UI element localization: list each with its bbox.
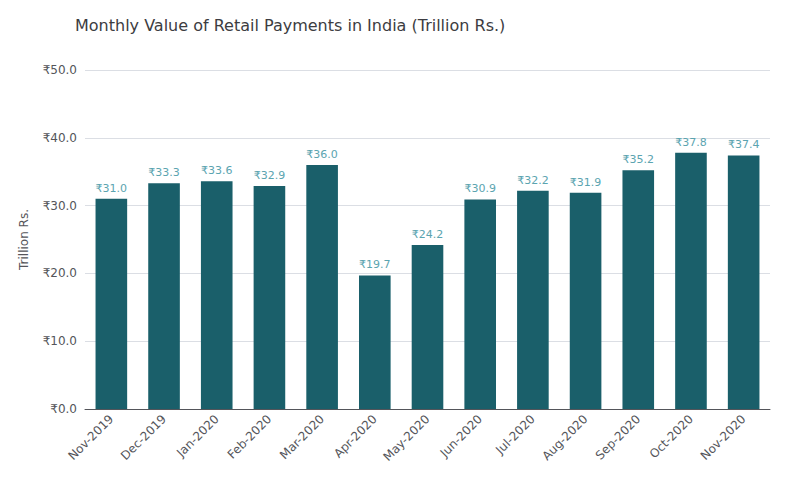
svg-text:₹31.0: ₹31.0	[96, 182, 128, 195]
svg-text:Apr-2020: Apr-2020	[331, 412, 380, 461]
svg-text:Feb-2020: Feb-2020	[225, 412, 275, 462]
svg-text:₹36.0: ₹36.0	[306, 148, 338, 161]
svg-text:Trillion Rs.: Trillion Rs.	[17, 209, 31, 271]
svg-text:Oct-2020: Oct-2020	[647, 412, 696, 461]
svg-text:₹20.0: ₹20.0	[43, 266, 77, 280]
svg-text:Dec-2019: Dec-2019	[118, 412, 169, 463]
svg-text:Aug-2020: Aug-2020	[539, 412, 590, 463]
svg-text:₹37.8: ₹37.8	[675, 136, 707, 149]
svg-text:₹19.7: ₹19.7	[359, 258, 391, 271]
svg-text:₹33.6: ₹33.6	[201, 164, 233, 177]
svg-text:Jan-2020: Jan-2020	[173, 412, 221, 460]
svg-text:₹37.4: ₹37.4	[728, 138, 760, 151]
svg-text:Mar-2020: Mar-2020	[277, 412, 327, 462]
svg-text:₹10.0: ₹10.0	[43, 334, 77, 348]
svg-text:May-2020: May-2020	[381, 412, 433, 464]
svg-text:₹30.9: ₹30.9	[464, 182, 496, 195]
svg-text:₹24.2: ₹24.2	[412, 228, 444, 241]
svg-text:₹50.0: ₹50.0	[43, 63, 77, 77]
svg-text:₹32.9: ₹32.9	[254, 169, 286, 182]
svg-text:₹0.0: ₹0.0	[50, 402, 77, 416]
svg-text:₹40.0: ₹40.0	[43, 131, 77, 145]
svg-text:₹32.2: ₹32.2	[517, 174, 549, 187]
svg-text:Monthly Value of Retail Paymen: Monthly Value of Retail Payments in Indi…	[75, 16, 505, 35]
svg-text:Nov-2019: Nov-2019	[65, 412, 116, 463]
svg-text:₹30.0: ₹30.0	[43, 199, 77, 213]
svg-text:Nov-2020: Nov-2020	[698, 412, 749, 463]
svg-text:₹33.3: ₹33.3	[148, 166, 180, 179]
svg-text:₹31.9: ₹31.9	[570, 176, 602, 189]
svg-text:Jul-2020: Jul-2020	[492, 412, 537, 457]
svg-text:₹35.2: ₹35.2	[623, 153, 655, 166]
svg-text:Jun-2020: Jun-2020	[437, 412, 485, 460]
svg-text:Sep-2020: Sep-2020	[593, 412, 644, 463]
